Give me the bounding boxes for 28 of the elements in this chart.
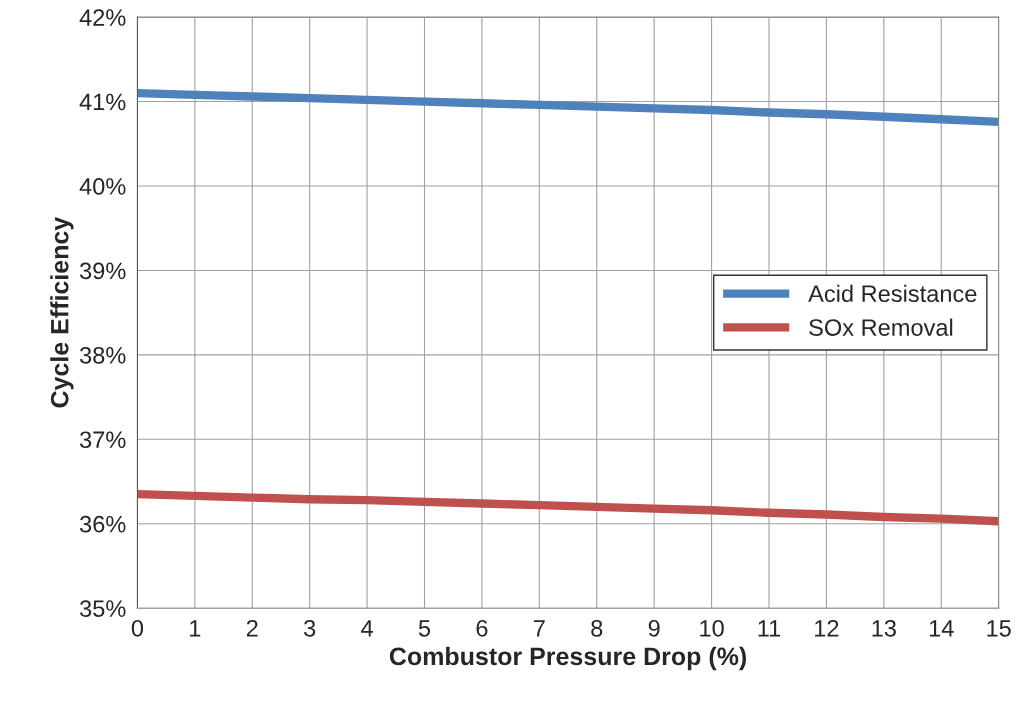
x-tick-label: 14 (929, 620, 954, 637)
x-tick-label: 11 (758, 620, 781, 637)
x-tick-label: 7 (533, 620, 545, 637)
y-tick-label: 39% (79, 262, 126, 280)
x-tick-label: 2 (246, 619, 258, 637)
y-tick-label: 40% (79, 178, 126, 195)
y-tick-label: 38% (79, 346, 126, 364)
y-tick-label: 42% (79, 9, 126, 26)
x-tick-label: 3 (304, 619, 316, 637)
y-axis-title: Cycle Efficiency (50, 216, 74, 408)
y-tick-label: 41% (79, 93, 126, 111)
y-tick-label: 36% (79, 515, 126, 533)
x-tick-label: 6 (476, 619, 488, 637)
x-tick-label: 12 (815, 619, 839, 637)
x-tick-label: 1 (190, 620, 201, 637)
legend-label: SOx Removal (809, 318, 953, 336)
x-tick-label: 9 (648, 619, 660, 637)
x-tick-label: 15 (987, 620, 1011, 637)
x-tick-label: 13 (872, 619, 896, 637)
x-tick-label: 0 (131, 619, 144, 637)
x-tick-label: 4 (361, 620, 373, 637)
legend-label: Acid Resistance (808, 284, 977, 303)
y-tick-label: 35% (79, 600, 126, 617)
x-tick-label: 8 (591, 619, 603, 637)
y-tick-label: 37% (79, 431, 126, 449)
x-axis-title: Combustor Pressure Drop (%) (389, 646, 746, 671)
x-tick-label: 10 (700, 619, 724, 637)
x-tick-label: 5 (418, 620, 431, 637)
